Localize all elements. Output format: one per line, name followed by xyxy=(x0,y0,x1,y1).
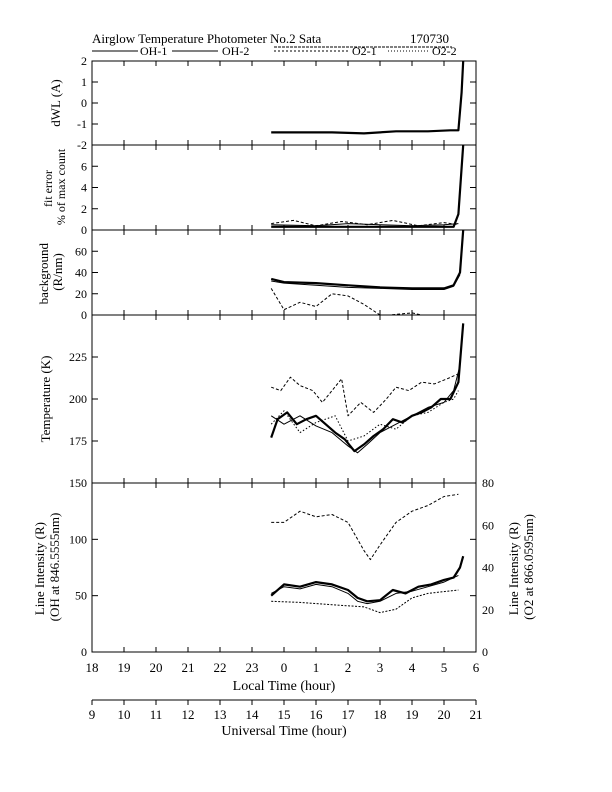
ylabel-line-intensity-right: Line Intensity (R) (O2 at 866.0595nm) xyxy=(506,514,536,620)
series-line-oh-1 xyxy=(271,60,465,135)
y-tick-label: 1 xyxy=(81,75,87,89)
chart-date: 170730 xyxy=(410,31,449,46)
series-line-oh-1 xyxy=(270,323,465,453)
y-tick-label-right: 0 xyxy=(482,645,488,659)
series-line-oh-2 xyxy=(270,365,461,454)
series-line-oh-1 xyxy=(270,555,465,603)
x-tick-label-local: 3 xyxy=(377,660,384,675)
y-tick-label: 0 xyxy=(81,308,87,322)
legend-label-oh1: OH-1 xyxy=(140,44,167,58)
x-tick-label-universal: 19 xyxy=(406,707,419,722)
x-tick-label-universal: 13 xyxy=(214,707,227,722)
x-axis-local-label: Local Time (hour) xyxy=(233,679,336,694)
x-tick-label-universal: 17 xyxy=(342,707,356,722)
series-line-oh-1 xyxy=(270,229,465,290)
x-axis-universal: 9 10 11 12 13 14 15 16 17 18 19 20 21 xyxy=(89,700,483,722)
series-line-o2-1 xyxy=(271,373,459,417)
y-tick-label: 4 xyxy=(81,181,87,195)
ylabel-dwl: dWL (A) xyxy=(48,79,63,127)
panel-temperature: 225 200 175 Temperature (K) xyxy=(38,314,477,484)
x-tick-label-local: 4 xyxy=(409,660,416,675)
series-line-oh-2 xyxy=(270,574,459,605)
y-tick-label: 50 xyxy=(75,589,87,603)
x-tick-label-local: 22 xyxy=(214,660,227,675)
x-tick-label-local: 2 xyxy=(345,660,352,675)
y-tick-label: 2 xyxy=(81,202,87,216)
y-tick-label: 150 xyxy=(69,476,87,490)
y-tick-label-right: 20 xyxy=(482,603,494,617)
series-line-o2-1 xyxy=(271,493,459,561)
y-tick-label: 20 xyxy=(75,287,87,301)
x-tick-label-universal: 10 xyxy=(118,707,131,722)
x-axis-local: 18 19 20 21 22 23 0 1 2 3 4 5 6 xyxy=(86,660,480,675)
x-tick-label-universal: 12 xyxy=(182,707,195,722)
y-tick-label: -2 xyxy=(77,138,87,152)
x-axis-universal-label: Universal Time (hour) xyxy=(221,724,347,739)
x-tick-label-local: 23 xyxy=(246,660,259,675)
y-tick-label-right: 40 xyxy=(482,561,494,575)
y-tick-label-right: 80 xyxy=(482,476,494,490)
ylabel-line-intensity-left: Line Intensity (R) (OH at 846.5555nm) xyxy=(32,513,62,622)
y-tick-label-right: 60 xyxy=(482,518,494,532)
legend-label-o22: O2-2 xyxy=(432,44,457,58)
series-line-o2-1 xyxy=(270,288,422,316)
y-tick-label: 225 xyxy=(69,350,87,364)
y-tick-label: 40 xyxy=(75,266,87,280)
y-tick-label: 60 xyxy=(75,244,87,258)
ylabel-temperature: Temperature (K) xyxy=(38,356,53,443)
y-tick-label: -1 xyxy=(77,117,87,131)
x-tick-label-local: 1 xyxy=(313,660,320,675)
x-tick-label-local: 19 xyxy=(118,660,131,675)
series-line-oh-2 xyxy=(271,274,461,290)
y-tick-label: 100 xyxy=(69,532,87,546)
ylabel-fit-error: fit error % of max count xyxy=(41,148,68,225)
x-tick-label-universal: 11 xyxy=(150,707,163,722)
x-tick-label-local: 6 xyxy=(473,660,480,675)
x-tick-label-local: 5 xyxy=(441,660,448,675)
chart-title: Airglow Temperature Photometer No.2 Sata xyxy=(92,31,322,46)
panel-background: 60 40 20 0 background (R/nm) xyxy=(36,229,477,322)
panel-line-intensity: 150 100 50 0 80 60 40 20 0 Line Intensity (R) (… xyxy=(32,476,536,659)
legend: OH-1 OH-2 O2-1 O2-2 xyxy=(92,44,457,58)
x-tick-label-local: 18 xyxy=(86,660,99,675)
series-line-o2-1 xyxy=(271,219,459,227)
y-tick-label: 6 xyxy=(81,159,87,173)
legend-label-oh2: OH-2 xyxy=(222,44,249,58)
x-tick-label-local: 20 xyxy=(150,660,163,675)
y-tick-label: 0 xyxy=(81,645,87,659)
x-tick-label-universal: 18 xyxy=(374,707,387,722)
y-tick-label: 200 xyxy=(69,392,87,406)
y-tick-label: 2 xyxy=(81,54,87,68)
ylabel-background: background (R/nm) xyxy=(36,240,65,305)
x-tick-label-universal: 16 xyxy=(310,707,324,722)
series-line-oh-3 xyxy=(271,589,459,614)
x-tick-label-universal: 14 xyxy=(246,707,260,722)
series-line-oh-1 xyxy=(271,144,465,228)
y-tick-label: 0 xyxy=(81,96,87,110)
x-tick-label-universal: 21 xyxy=(470,707,483,722)
x-tick-label-universal: 9 xyxy=(89,707,96,722)
panel-fit-error: 6 4 2 0 fit error % of max count xyxy=(41,144,477,237)
x-tick-label-universal: 20 xyxy=(438,707,451,722)
x-tick-label-universal: 15 xyxy=(278,707,291,722)
x-tick-label-local: 0 xyxy=(281,660,288,675)
y-tick-label: 175 xyxy=(69,434,87,448)
panel-dwl: 2 1 0 -1 -2 dWL (A) xyxy=(48,54,477,152)
y-tick-label: 0 xyxy=(81,223,87,237)
x-tick-label-local: 21 xyxy=(182,660,195,675)
legend-label-o21: O2-1 xyxy=(352,44,377,58)
